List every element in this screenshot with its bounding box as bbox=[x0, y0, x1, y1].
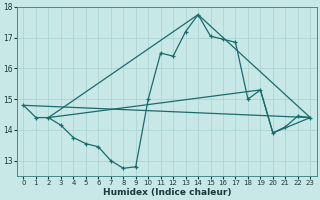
X-axis label: Humidex (Indice chaleur): Humidex (Indice chaleur) bbox=[103, 188, 231, 197]
